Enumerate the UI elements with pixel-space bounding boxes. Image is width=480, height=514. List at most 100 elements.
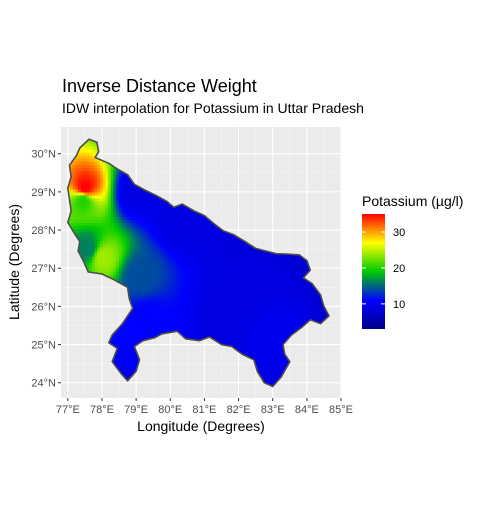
surface-cell bbox=[198, 310, 202, 315]
surface-cell bbox=[149, 231, 153, 236]
surface-cell bbox=[160, 292, 164, 297]
surface-cell bbox=[192, 222, 197, 227]
surface-cell bbox=[149, 262, 153, 266]
surface-cell bbox=[209, 286, 213, 291]
surface-cell bbox=[217, 252, 221, 257]
surface-cell bbox=[214, 326, 218, 330]
surface-cell bbox=[146, 304, 150, 309]
surface-cell bbox=[217, 240, 221, 245]
surface-cell bbox=[181, 249, 186, 254]
surface-cell bbox=[220, 295, 224, 300]
surface-cell bbox=[160, 243, 164, 248]
surface-cell bbox=[108, 219, 112, 224]
surface-cell bbox=[206, 231, 210, 236]
surface-cell bbox=[214, 237, 218, 242]
surface-cell bbox=[179, 329, 183, 333]
surface-cell bbox=[72, 191, 76, 196]
surface-cell bbox=[135, 310, 139, 315]
surface-cell bbox=[143, 314, 147, 318]
surface-cell bbox=[192, 271, 197, 275]
surface-cell bbox=[181, 256, 186, 260]
surface-cell bbox=[195, 265, 199, 269]
surface-cell bbox=[149, 301, 153, 306]
surface-cell bbox=[195, 219, 199, 224]
surface-cell bbox=[222, 249, 227, 254]
surface-cell bbox=[187, 252, 191, 257]
surface-cell bbox=[157, 197, 161, 202]
surface-cell bbox=[195, 240, 199, 245]
surface-cell bbox=[203, 222, 208, 227]
surface-cell bbox=[222, 243, 227, 248]
surface-cell bbox=[127, 268, 131, 272]
surface-cell bbox=[97, 240, 101, 245]
surface-cell bbox=[127, 188, 131, 193]
surface-cell bbox=[83, 252, 87, 257]
surface-cell bbox=[146, 197, 150, 202]
surface-cell bbox=[83, 240, 87, 245]
surface-cell bbox=[198, 286, 202, 291]
surface-cell bbox=[195, 237, 199, 242]
surface-cell bbox=[198, 225, 202, 230]
surface-cell bbox=[124, 372, 128, 376]
surface-cell bbox=[192, 295, 197, 300]
surface-cell bbox=[129, 286, 134, 291]
surface-cell bbox=[201, 310, 205, 315]
surface-cell bbox=[140, 246, 145, 251]
surface-cell bbox=[97, 164, 101, 169]
surface-cell bbox=[91, 191, 96, 196]
surface-cell bbox=[209, 310, 213, 315]
surface-cell bbox=[113, 271, 117, 275]
surface-cell bbox=[116, 252, 120, 257]
surface-cell bbox=[72, 179, 76, 184]
surface-cell bbox=[135, 338, 139, 343]
surface-cell bbox=[154, 228, 158, 233]
surface-cell bbox=[83, 249, 87, 254]
surface-cell bbox=[184, 298, 188, 303]
surface-cell bbox=[222, 259, 227, 263]
surface-cell bbox=[146, 246, 150, 251]
surface-cell bbox=[83, 167, 87, 172]
surface-cell bbox=[78, 222, 82, 227]
surface-cell bbox=[99, 204, 104, 208]
surface-cell bbox=[80, 210, 85, 214]
surface-cell bbox=[176, 262, 180, 266]
surface-cell bbox=[211, 252, 216, 257]
surface-cell bbox=[75, 197, 79, 202]
surface-cell bbox=[146, 194, 150, 199]
surface-cell bbox=[162, 265, 167, 269]
surface-cell bbox=[203, 243, 208, 248]
surface-cell bbox=[108, 170, 112, 175]
surface-cell bbox=[206, 265, 210, 269]
surface-cell bbox=[86, 185, 90, 190]
surface-cell bbox=[135, 323, 139, 327]
surface-cell bbox=[214, 317, 218, 321]
surface-cell bbox=[195, 283, 199, 288]
surface-cell bbox=[217, 228, 221, 233]
surface-cell bbox=[165, 320, 169, 324]
surface-cell bbox=[143, 286, 147, 291]
surface-cell bbox=[206, 274, 210, 278]
surface-cell bbox=[198, 234, 202, 239]
surface-cell bbox=[181, 304, 186, 309]
surface-cell bbox=[187, 320, 191, 324]
surface-cell bbox=[138, 213, 142, 217]
surface-cell bbox=[154, 216, 158, 220]
surface-cell bbox=[217, 234, 221, 239]
surface-cell bbox=[190, 256, 194, 260]
surface-cell bbox=[154, 219, 158, 224]
surface-cell bbox=[184, 231, 188, 236]
surface-cell bbox=[124, 365, 128, 370]
surface-cell bbox=[121, 222, 126, 227]
surface-cell bbox=[119, 185, 123, 190]
surface-cell bbox=[201, 329, 205, 333]
surface-cell bbox=[176, 246, 180, 251]
surface-cell bbox=[165, 262, 169, 266]
surface-cell bbox=[162, 277, 167, 282]
surface-cell bbox=[124, 213, 128, 217]
surface-cell bbox=[190, 323, 194, 327]
surface-cell bbox=[209, 262, 213, 266]
surface-cell bbox=[211, 265, 216, 269]
surface-cell bbox=[187, 271, 191, 275]
surface-cell bbox=[192, 323, 197, 327]
surface-cell bbox=[140, 307, 145, 312]
